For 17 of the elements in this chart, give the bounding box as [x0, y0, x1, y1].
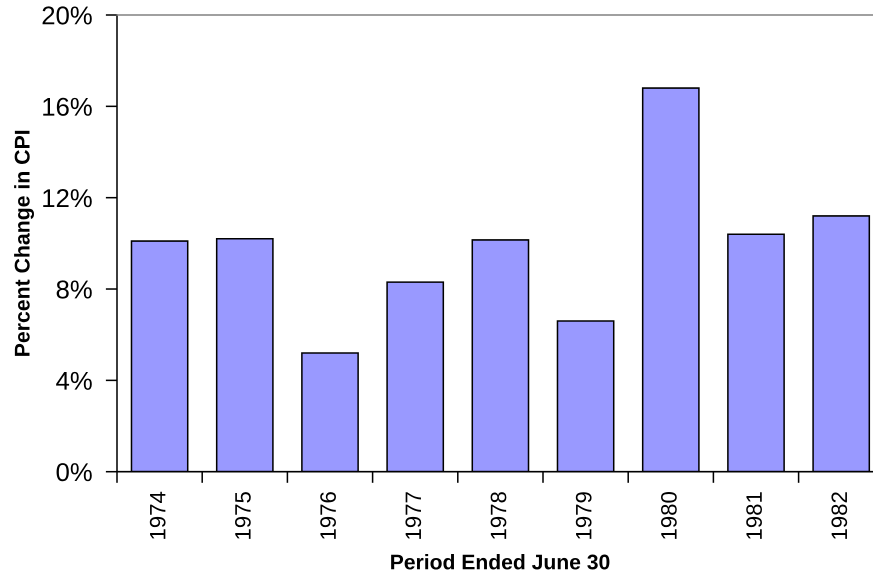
x-tick-label: 1980 — [661, 492, 677, 539]
x-tick-label: 1974 — [150, 492, 166, 539]
y-tick-label: 20% — [42, 6, 92, 25]
x-tick-label: 1979 — [576, 492, 592, 539]
x-tick-label: 1977 — [405, 492, 422, 539]
y-axis-title: Percent Change in CPI — [14, 130, 34, 356]
x-tick-label: 1976 — [320, 492, 336, 539]
x-tick-label: 1978 — [490, 492, 506, 539]
y-tick-label: 16% — [43, 98, 92, 116]
y-tick-label: 8% — [56, 280, 92, 299]
y-tick-label: 0% — [56, 463, 92, 482]
x-tick-label: 1975 — [235, 492, 251, 539]
x-tick-label: 1982 — [831, 492, 848, 539]
y-tick-label: 4% — [56, 372, 92, 390]
y-tick-label: 12% — [43, 189, 92, 208]
x-axis-title: Period Ended June 30 — [391, 554, 610, 570]
x-tick-label: 1981 — [746, 492, 762, 539]
